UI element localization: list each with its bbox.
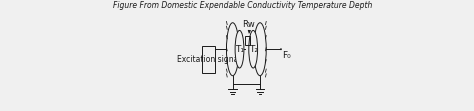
Text: Figure From Domestic Expendable Conductivity Temperature Depth: Figure From Domestic Expendable Conducti… bbox=[113, 1, 373, 10]
Text: T₂: T₂ bbox=[249, 45, 258, 54]
Text: Rᴡ: Rᴡ bbox=[242, 20, 255, 29]
Ellipse shape bbox=[249, 30, 257, 68]
Text: T₁: T₁ bbox=[235, 45, 244, 54]
Text: Excitation signal: Excitation signal bbox=[177, 55, 240, 64]
Bar bbox=[245, 36, 250, 45]
Text: F₀: F₀ bbox=[282, 51, 291, 60]
Bar bbox=[202, 46, 215, 73]
Ellipse shape bbox=[235, 30, 244, 68]
